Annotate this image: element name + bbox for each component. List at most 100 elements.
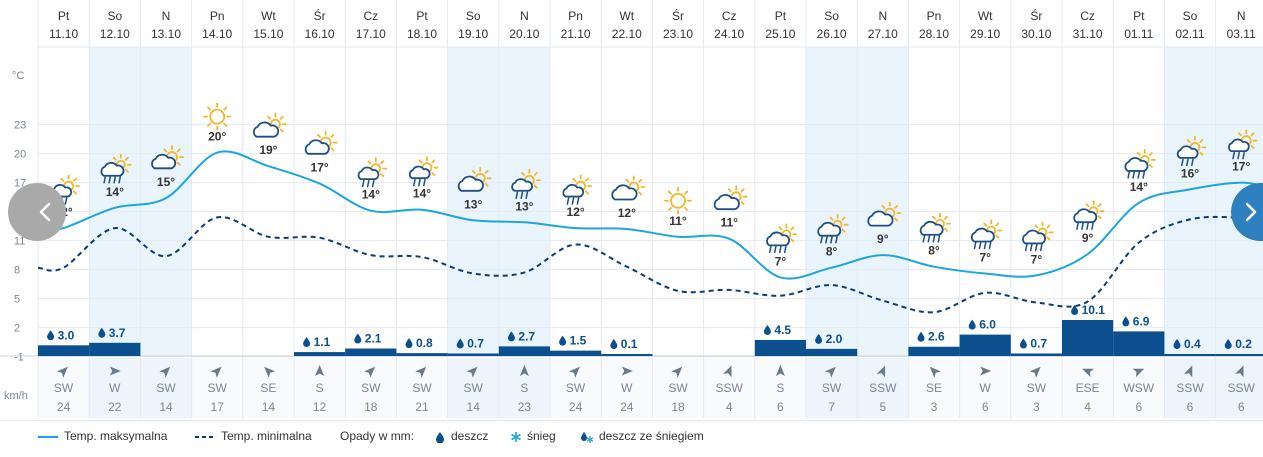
wind-direction: SW [208,381,228,395]
wind-arrow-icon [466,366,478,378]
wind-direction: SSW [716,381,744,395]
raindrop-icon [456,338,464,349]
day-of-week: Pt [775,9,787,23]
sun-icon [203,102,232,131]
precip-value: 2.1 [365,332,382,346]
weekend-column-bg [89,47,141,356]
rain-streak [361,179,365,188]
cloud-shape [1073,208,1098,224]
day-date: 23.10 [663,27,693,41]
raindrop-icon [968,319,976,330]
day-of-week: Wt [978,9,993,23]
weekend-column-bg [140,47,192,356]
day-of-week: So [824,9,839,23]
wind-arrow-icon [364,366,376,378]
wind-arrow-icon [210,366,222,378]
day-of-week: So [466,9,481,23]
sun-ray [380,160,385,165]
raindrop-icon [917,331,925,342]
rain-streak [973,241,977,250]
temp-label: 14° [1130,180,1148,194]
weekend-column-bg [447,47,499,356]
sun-ray [1186,139,1191,143]
day-of-week: Pn [210,9,225,23]
drop-shape [1224,339,1232,349]
wind-arrow-icon [1235,365,1244,378]
precip-value: 0.7 [467,337,484,351]
sun-ray [207,106,212,111]
wind-arrow-icon [56,366,68,378]
wind-direction: SE [926,381,942,395]
precip-value: 10.1 [1082,303,1106,317]
precip-value: 3.7 [109,326,126,340]
cloud-rain-sun-icon [766,223,798,254]
precip-value: 1.5 [570,334,587,348]
chart-legend: Temp. maksymalna Temp. minimalna Opady w… [0,420,1263,457]
rain-streak [820,235,823,244]
sun-ray [279,115,284,120]
day-of-week: Pt [416,9,428,23]
sun-icon [664,186,692,215]
sun-ray [380,173,385,177]
next-button[interactable] [1231,183,1263,241]
weekend-wind-bg [806,358,858,418]
rain-streak [418,178,421,187]
cloud-sun-icon [252,112,287,138]
sun-ray [207,122,212,127]
day-of-week: Wt [619,9,634,23]
cloud-shape [817,221,842,237]
wind-speed: 6 [777,400,784,414]
drop-shape [1173,339,1181,349]
temp-label: 17° [311,161,329,175]
arrow-shape [621,366,633,376]
drop-shape [917,331,925,342]
arrow-shape [671,366,683,378]
drop-shape [354,333,362,344]
wind-arrow-icon [159,366,171,378]
precip-bar [294,352,346,356]
cloud-shape [457,175,484,192]
precip-bar [89,342,141,356]
sun-ray [944,215,948,220]
partly-cloudy-rain-icon [562,174,592,205]
wind-direction: SSW [1176,381,1204,395]
grid [0,0,1263,418]
sun-disc [209,108,226,125]
temp-label: 20° [208,130,226,144]
temp-label: 16° [1181,166,1199,180]
legend-snow: śnieg [510,429,556,443]
precip-value: 2.0 [826,332,843,346]
temp-label: 7° [775,254,787,268]
drop-shape [405,338,413,349]
wind-speed: 21 [415,400,429,414]
wind-speed: 6 [982,400,989,414]
sun-ray [829,216,834,221]
arrow-shape [519,365,529,376]
wind-speed: 5 [879,400,886,414]
cloud-shape [151,153,177,170]
prev-button[interactable] [8,183,66,241]
weekend-column-bg [498,47,550,356]
wind-speed: 4 [726,400,733,414]
sun-ray [316,133,321,138]
chevron-right-icon [1231,183,1263,241]
temp-label: 11° [669,214,687,228]
sun-ray [484,182,489,187]
cloud-shape [1228,138,1250,153]
arrow-shape [929,366,941,378]
legend-min-label: Temp. minimalna [221,429,312,443]
wind-direction: SW [566,381,586,395]
arrow-shape [109,366,121,376]
wind-arrow-icon [671,366,683,378]
sun-ray [60,177,65,182]
raindrop-icon [303,337,311,348]
cloud-rain-sun-icon [970,219,1003,250]
rain-streak [768,245,772,254]
sun-ray [1046,236,1051,241]
sun-ray [330,133,335,138]
arrow-shape [1082,368,1094,378]
y-tick-label: 23 [14,120,26,132]
sun-ray [1199,151,1204,156]
wind-direction: ESE [1076,381,1100,395]
sun-ray [740,201,745,206]
